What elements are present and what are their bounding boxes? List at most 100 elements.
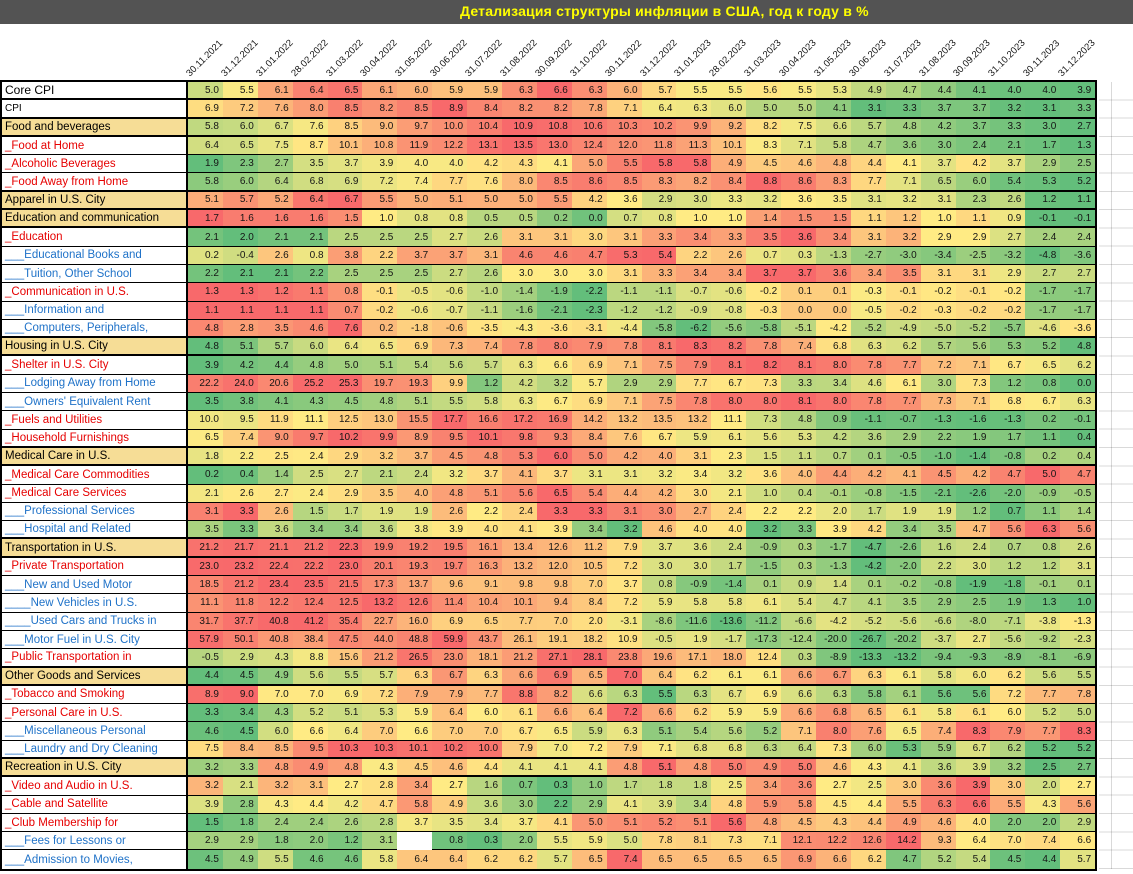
heatmap-cell: 6.6 (502, 667, 537, 686)
heatmap-cell: 5.6 (1060, 521, 1096, 540)
heatmap-cell: 11.9 (397, 136, 433, 156)
heatmap-cell: 6.7 (711, 685, 747, 705)
row-label: _Food at Home (2, 136, 188, 156)
heatmap-cell: 7.0 (432, 722, 468, 741)
heatmap-cell: 9.9 (362, 429, 398, 448)
heatmap-cell: 4.0 (432, 155, 468, 174)
heatmap-cell: 2.6 (257, 246, 293, 265)
table-row: ___Computers, Peripherals, 4.8 2.8 3.5 4.6 7.… (2, 319, 1096, 339)
heatmap-cell: 8.5 (536, 173, 572, 192)
heatmap-cell: 1.1 (955, 210, 991, 229)
heatmap-cell: 4.2 (467, 155, 503, 174)
heatmap-cell: -3.6 (536, 319, 572, 339)
heatmap-cell: 0.7 (990, 502, 1026, 522)
heatmap-cell: 4.1 (885, 758, 921, 778)
heatmap-cell: 6.3 (467, 667, 503, 686)
heatmap-cell: 23.0 (327, 557, 363, 577)
heatmap-cell: 7.8 (571, 100, 607, 119)
heatmap-cell: 5.5 (362, 191, 398, 211)
heatmap-cell: 3.1 (571, 466, 607, 485)
heatmap-cell: -0.2 (746, 283, 782, 302)
table-row: _Cable and Satellite 3.9 2.8 4.3 4.4 4.2 4.7 5.… (2, 795, 1096, 814)
heatmap-cell: 10.2 (432, 740, 468, 759)
heatmap-cell: 3.0 (571, 228, 607, 247)
heatmap-cell: -0.5 (1060, 484, 1096, 503)
heatmap-cell: 2.4 (955, 539, 991, 558)
heatmap-cell: 1.4 (1060, 502, 1096, 522)
heatmap-cell: 9.4 (536, 594, 572, 613)
heatmap-cell: 6.4 (955, 832, 991, 851)
row-label: ___Information and (2, 301, 188, 320)
heatmap-cell: 6.4 (432, 704, 468, 723)
heatmap-cell: 5.7 (641, 82, 677, 101)
heatmap-cell: 7.5 (641, 356, 677, 375)
heatmap-cell: 1.7 (711, 557, 747, 577)
heatmap-cell: 5.6 (1025, 667, 1061, 686)
table-row: Core CPI 5.0 5.5 6.1 6.4 6.5 6.1 6.0 5.9 5.9 6.3 6.… (2, 82, 1096, 101)
heatmap-cell: -1.8 (990, 576, 1026, 595)
heatmap-cell: 8.2 (711, 338, 747, 357)
heatmap-cell: 10.4 (467, 118, 503, 137)
heatmap-cell: 9.2 (711, 118, 747, 137)
heatmap-cell: 6.1 (746, 594, 782, 613)
heatmap-cell: 9.7 (292, 429, 328, 448)
heatmap-cell: 5.4 (676, 722, 712, 741)
heatmap-cell: 3.5 (362, 484, 398, 503)
heatmap-cell: -0.6 (711, 283, 747, 302)
heatmap-cell: 4.2 (606, 447, 642, 467)
heatmap-cell: -11.6 (676, 612, 712, 631)
heatmap-cell: 0.0 (781, 301, 817, 320)
heatmap-cell: 4.1 (536, 813, 572, 833)
heatmap-cell: -1.2 (606, 301, 642, 320)
heatmap-cell: 4.1 (606, 795, 642, 814)
heatmap-cell: 8.2 (746, 356, 782, 375)
heatmap-cell: 7.1 (641, 740, 677, 759)
heatmap-cell: -0.1 (816, 484, 851, 503)
heatmap-cell: 6.2 (1060, 356, 1096, 375)
heatmap-cell: 5.3 (990, 338, 1026, 357)
heatmap-cell: 10.4 (467, 594, 503, 613)
heatmap-cell: 2.9 (641, 374, 677, 394)
heatmap-cell: 6.5 (920, 173, 956, 192)
heatmap-cell: 2.6 (711, 246, 747, 265)
heatmap-cell: 4.8 (781, 411, 817, 430)
heatmap-cell: 6.0 (397, 82, 433, 101)
heatmap-cell: 1.7 (850, 502, 886, 522)
column-date-label: 31.05.2022 (393, 37, 435, 79)
heatmap-cell-blank (397, 832, 433, 851)
heatmap-cell: 8.3 (816, 173, 851, 192)
heatmap-cell: 6.1 (711, 667, 747, 686)
heatmap-cell: 7.1 (606, 100, 642, 119)
heatmap-cell: -0.8 (850, 484, 886, 503)
heatmap-cell: 16.6 (467, 411, 503, 430)
heatmap-cell: 3.9 (955, 758, 991, 778)
table-row: ___Tuition, Other School 2.2 2.1 2.1 2.2 2.5 2… (2, 264, 1096, 284)
heatmap-cell: 5.8 (641, 155, 677, 174)
heatmap-cell: 0.0 (816, 301, 851, 320)
heatmap-cell: 8.0 (502, 173, 537, 192)
heatmap-cell: -1.3 (920, 411, 956, 430)
heatmap-cell: 0.5 (467, 210, 503, 229)
heatmap-cell: 6.6 (781, 704, 817, 723)
heatmap-cell: 2.5 (850, 777, 886, 796)
heatmap-cell: 1.1 (781, 447, 817, 467)
heatmap-cell: 8.2 (676, 173, 712, 192)
heatmap-cell: 3.5 (885, 594, 921, 613)
heatmap-cell: 5.0 (1060, 704, 1096, 723)
heatmap-cell: 4.0 (955, 813, 991, 833)
heatmap-cell: -7.1 (990, 612, 1026, 631)
heatmap-cell: 2.1 (292, 228, 328, 247)
heatmap-cell: -4.2 (850, 557, 886, 577)
heatmap-cell: 3.0 (641, 557, 677, 577)
heatmap-cell: 3.9 (362, 155, 398, 174)
heatmap-cell: 3.2 (362, 447, 398, 467)
heatmap-cell: 6.5 (467, 612, 503, 631)
heatmap-cell: 6.5 (362, 338, 398, 357)
heatmap-cell: 0.1 (850, 576, 886, 595)
heatmap-cell: 4.8 (432, 484, 468, 503)
heatmap-cell: 6.3 (1060, 393, 1096, 412)
heatmap-cell: 0.4 (781, 484, 817, 503)
heatmap-cell: 9.0 (257, 429, 293, 448)
heatmap-cell: 8.7 (292, 136, 328, 156)
heatmap-cell: -3.6 (1060, 246, 1096, 265)
